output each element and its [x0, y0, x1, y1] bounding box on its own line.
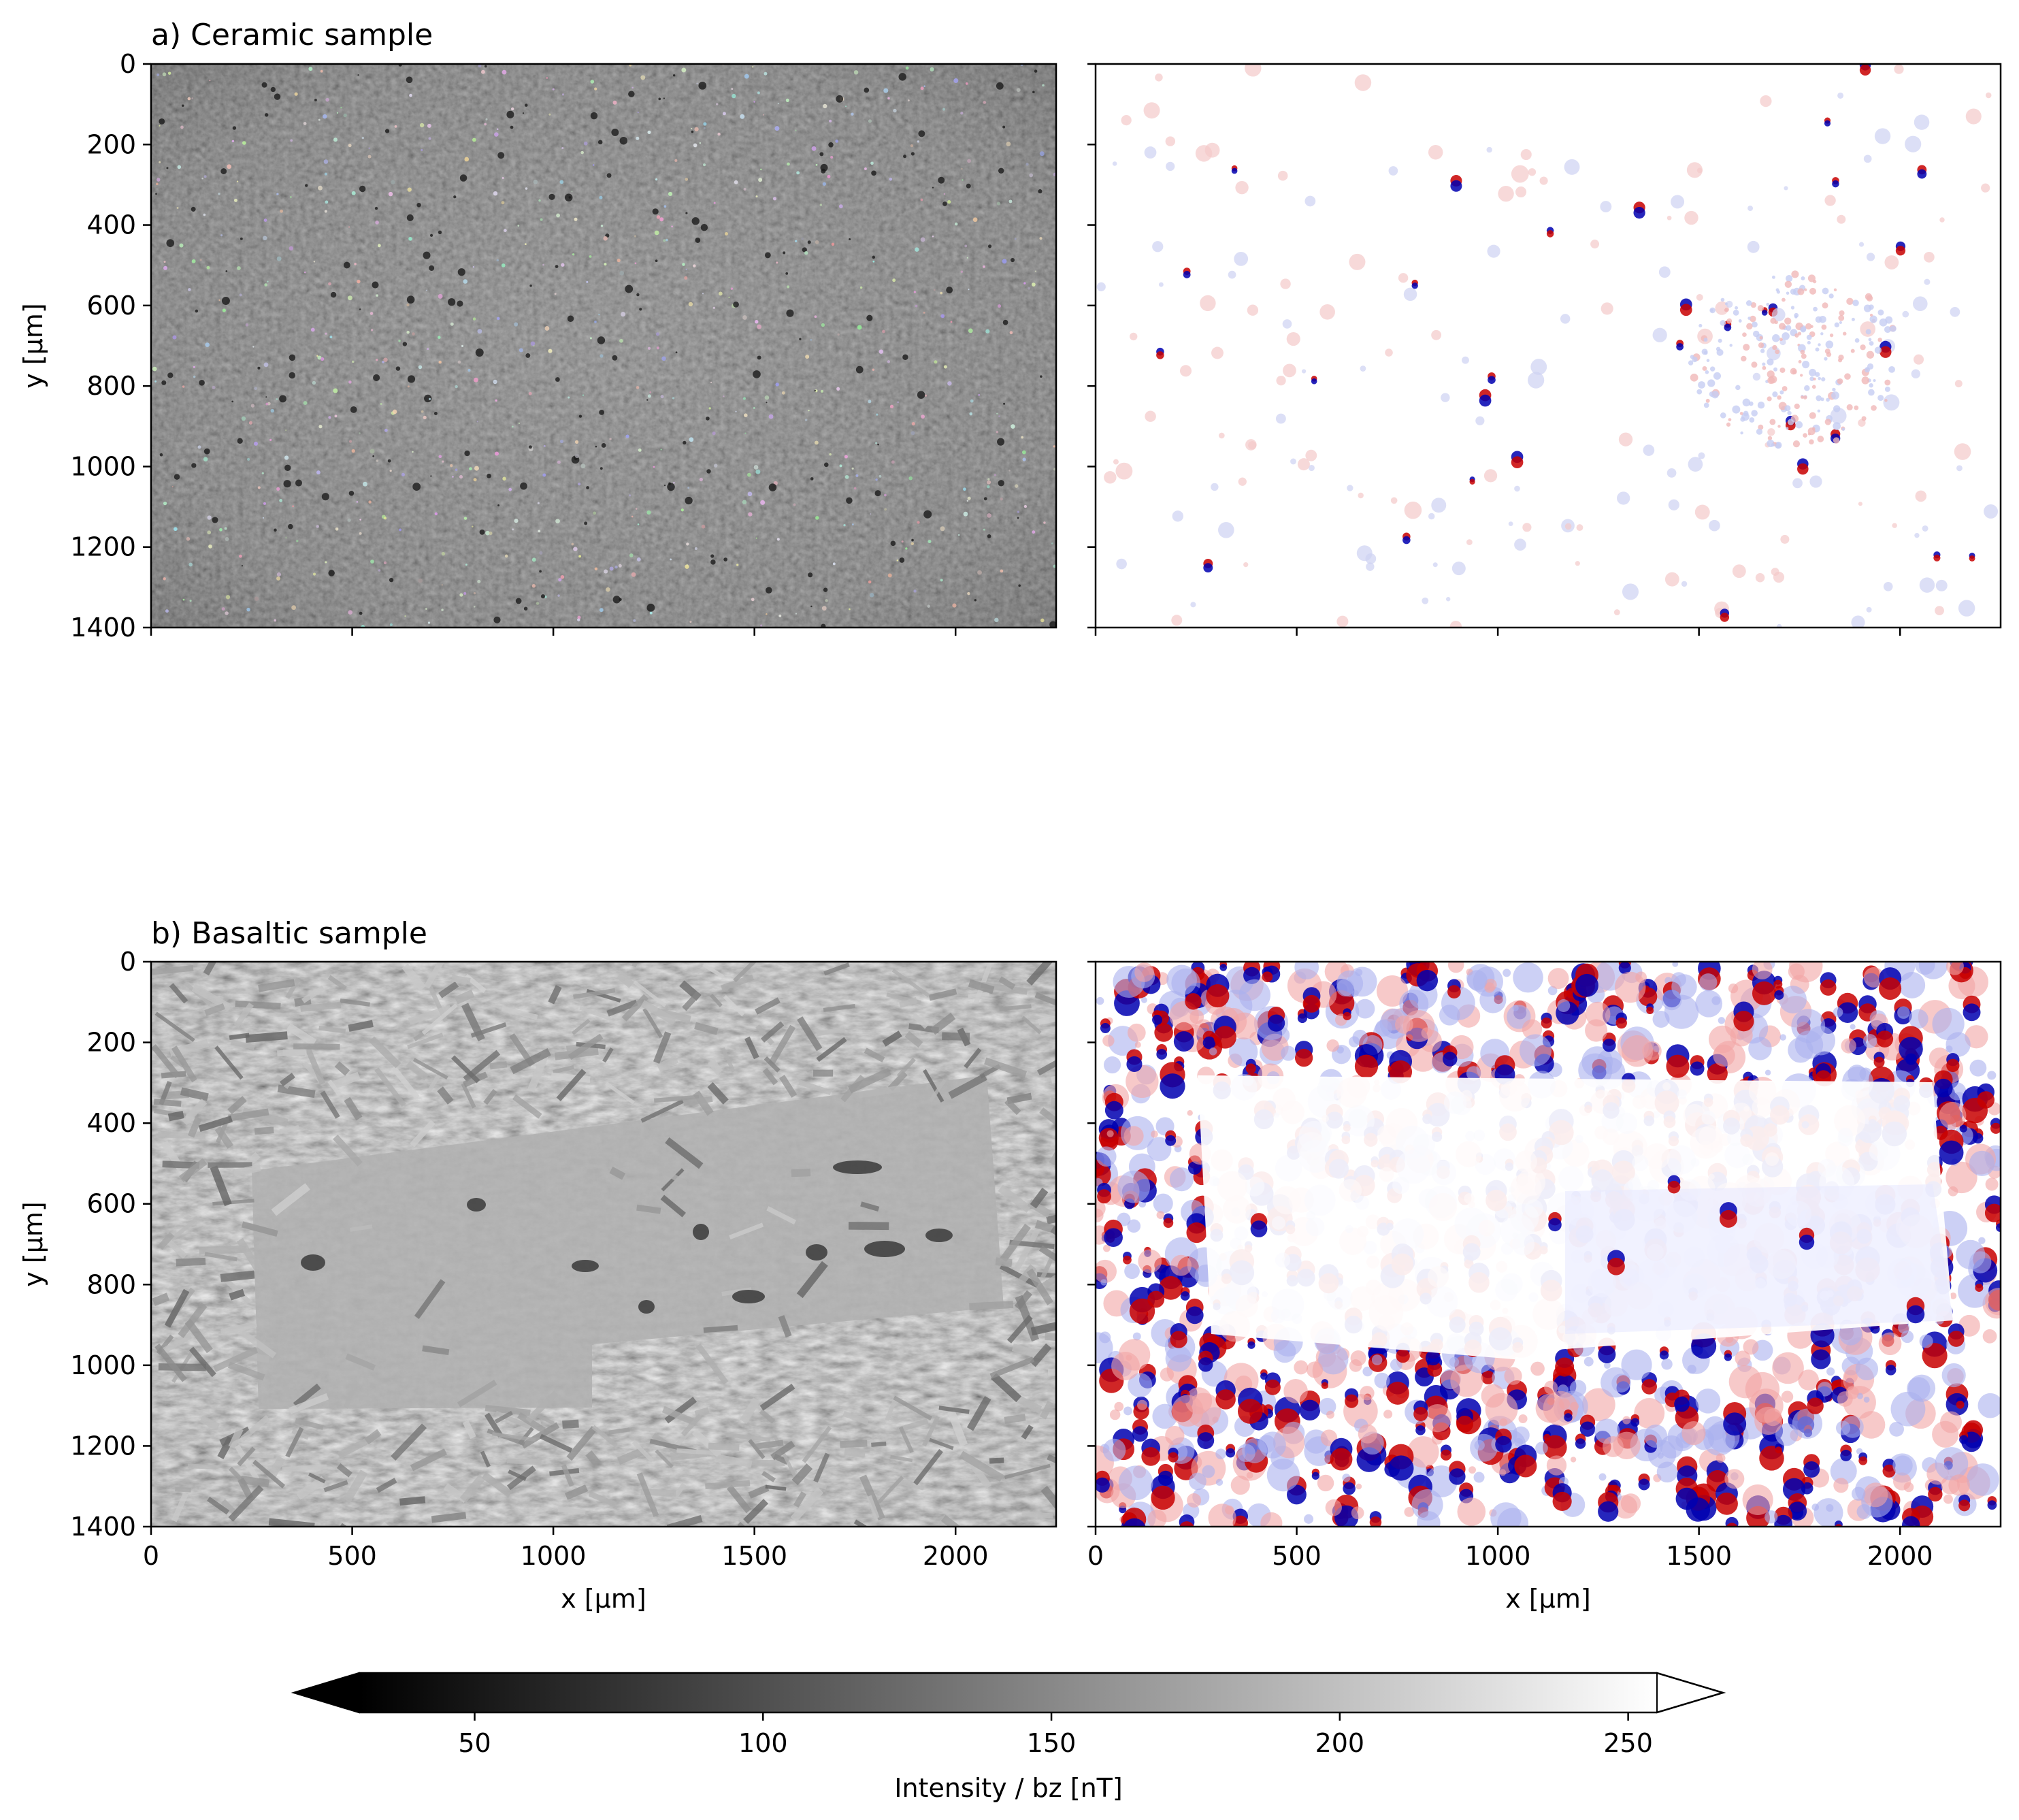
- colorbar-gradient: [359, 1673, 1657, 1712]
- panel-a-ticks: 0 200 400 600 800 1000 1200 1400: [70, 49, 1901, 643]
- ytick-label: 600: [86, 291, 136, 321]
- panel-b-title: b) Basaltic sample: [151, 916, 427, 951]
- xtick-label: 0: [143, 1541, 159, 1571]
- panel-a-ylabel: y [µm]: [18, 303, 48, 388]
- ytick-label: 400: [86, 210, 136, 240]
- colorbar-tick-label: 150: [1027, 1728, 1077, 1758]
- colorbar: 50 100 150 200 250 Intensity / bz [nT]: [291, 1672, 1726, 1803]
- colorbar-tick-label: 250: [1603, 1728, 1653, 1758]
- panel-b: b) Basaltic sample y [µm] x [µm] x [µm] …: [18, 916, 2002, 1614]
- ytick-label: 1200: [70, 532, 136, 562]
- panel-a-optical-image: [151, 64, 1056, 628]
- xtick-label: 2000: [1867, 1541, 1933, 1571]
- ytick-label: 1400: [70, 613, 136, 643]
- colorbar-label: Intensity / bz [nT]: [894, 1773, 1122, 1803]
- panel-a: a) Ceramic sample y [µm] 0 200 400 600 800 10…: [18, 18, 2002, 643]
- xtick-label: 2000: [923, 1541, 989, 1571]
- ytick-label: 400: [86, 1108, 136, 1138]
- xtick-label: 1000: [1465, 1541, 1531, 1571]
- ytick-label: 1000: [70, 451, 136, 481]
- xtick-label: 1000: [521, 1541, 587, 1571]
- colorbar-outline: [291, 1672, 1726, 1714]
- panel-b-left-xlabel: x [µm]: [561, 1584, 646, 1614]
- panel-a-title: a) Ceramic sample: [151, 18, 433, 52]
- xtick-label: 500: [327, 1541, 377, 1571]
- ytick-label: 1000: [70, 1350, 136, 1380]
- panel-b-ylabel: y [µm]: [18, 1201, 48, 1286]
- panel-a-left-frame: [150, 63, 1057, 629]
- ytick-label: 600: [86, 1189, 136, 1219]
- ytick-label: 1200: [70, 1431, 136, 1461]
- colorbar-extend-high: [1656, 1672, 1726, 1714]
- panel-b-right-frame: [1094, 960, 2002, 1528]
- panel-a-right-frame: [1094, 63, 2002, 629]
- panel-b-optical-image: [151, 962, 1056, 1527]
- panel-b-left-frame: [150, 960, 1057, 1528]
- ytick-label: 200: [86, 129, 136, 159]
- xtick-label: 1500: [1666, 1541, 1732, 1571]
- xtick-label: 0: [1087, 1541, 1104, 1571]
- panel-b-magnetic-map: [1096, 962, 2001, 1527]
- colorbar-tick-label: 50: [458, 1728, 491, 1758]
- xtick-label: 500: [1272, 1541, 1322, 1571]
- ytick-label: 800: [86, 1269, 136, 1299]
- ytick-label: 1400: [70, 1512, 136, 1542]
- ytick-label: 800: [86, 371, 136, 401]
- ytick-label: 0: [120, 49, 136, 79]
- colorbar-extend-low: [291, 1672, 360, 1714]
- colorbar-tick-label: 200: [1315, 1728, 1365, 1758]
- colorbar-tick-label: 100: [738, 1728, 788, 1758]
- ytick-label: 0: [120, 947, 136, 977]
- ytick-label: 200: [86, 1028, 136, 1058]
- xtick-label: 1500: [721, 1541, 787, 1571]
- panel-b-right-xlabel: x [µm]: [1505, 1584, 1590, 1614]
- panel-a-magnetic-map: [1096, 64, 2001, 628]
